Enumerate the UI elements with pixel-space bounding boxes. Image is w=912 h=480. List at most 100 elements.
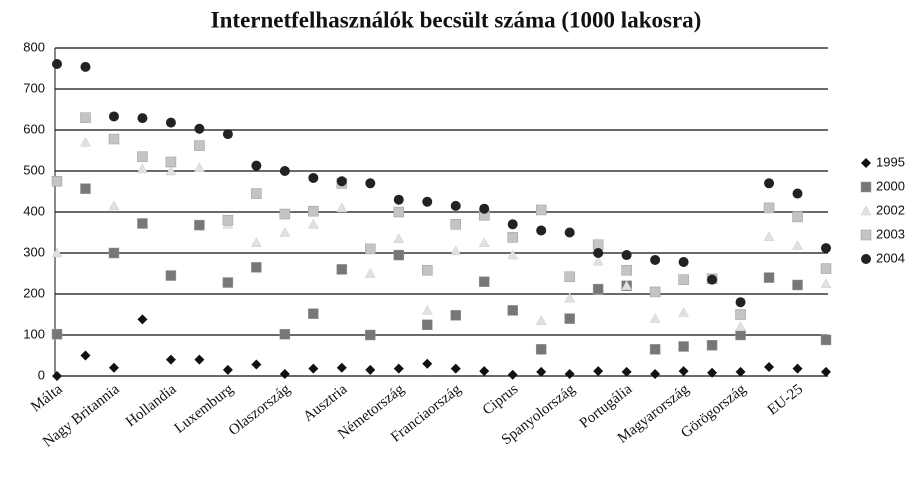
- data-point: [194, 219, 205, 231]
- data-point: [250, 237, 262, 247]
- data-point: [650, 368, 661, 379]
- data-point: [137, 218, 148, 229]
- data-point: [821, 366, 831, 377]
- data-point: [820, 263, 832, 274]
- data-point: [792, 279, 803, 291]
- data-point: [108, 247, 120, 259]
- data-point: [80, 183, 91, 194]
- data-point: [507, 232, 518, 243]
- data-point: [308, 172, 319, 183]
- data-point: [194, 354, 205, 365]
- data-point: [535, 344, 547, 355]
- data-point: [621, 280, 633, 291]
- data-point: [735, 309, 746, 320]
- data-point: [137, 151, 148, 162]
- data-point: [564, 292, 576, 303]
- y-tick-label: 800: [23, 39, 45, 54]
- data-point: [193, 162, 205, 172]
- data-point: [51, 176, 63, 187]
- data-point: [364, 267, 376, 278]
- y-tick-label: 300: [23, 244, 45, 259]
- data-point: [165, 354, 176, 365]
- y-tick-label: 100: [23, 326, 45, 341]
- data-point: [649, 313, 661, 323]
- data-point: [165, 270, 177, 281]
- y-tick-label: 0: [38, 367, 45, 382]
- data-point: [251, 188, 262, 199]
- data-point: [706, 340, 718, 351]
- data-point: [450, 200, 461, 211]
- legend-label: 2000: [876, 178, 905, 193]
- legend-marker: [861, 254, 871, 264]
- data-point: [279, 226, 291, 237]
- data-point: [108, 133, 120, 145]
- data-point: [820, 278, 832, 288]
- data-point: [792, 363, 803, 374]
- data-point: [707, 367, 718, 378]
- data-point: [51, 328, 63, 340]
- data-point: [308, 205, 319, 217]
- x-tick-label: Ciprus: [480, 381, 522, 418]
- data-point: [763, 202, 775, 214]
- data-point: [621, 264, 632, 276]
- data-point: [52, 371, 62, 381]
- y-tick-label: 400: [23, 203, 45, 218]
- data-point: [507, 219, 518, 230]
- data-point: [422, 358, 433, 369]
- data-point: [251, 262, 262, 273]
- y-tick-label: 500: [23, 162, 45, 177]
- data-point: [279, 328, 291, 340]
- data-point: [478, 276, 490, 287]
- data-point: [592, 255, 604, 266]
- data-point: [137, 113, 148, 124]
- data-point: [649, 344, 661, 355]
- data-point: [820, 334, 832, 346]
- data-point: [621, 250, 632, 261]
- data-point: [507, 249, 519, 260]
- data-point: [735, 329, 746, 341]
- data-point: [678, 257, 689, 268]
- legend-marker: [860, 229, 872, 241]
- data-point: [422, 264, 433, 276]
- data-point: [735, 321, 746, 332]
- data-point: [137, 314, 148, 325]
- y-tick-label: 700: [23, 80, 45, 95]
- data-point: [422, 196, 433, 207]
- data-point: [763, 231, 775, 241]
- data-point: [764, 361, 775, 372]
- data-point: [222, 364, 233, 375]
- data-point: [450, 219, 461, 230]
- data-point: [536, 225, 547, 236]
- data-point: [108, 362, 119, 373]
- data-point: [535, 315, 547, 325]
- data-point: [165, 117, 176, 128]
- data-point: [450, 245, 462, 256]
- data-point: [279, 368, 290, 379]
- data-point: [479, 203, 490, 214]
- data-point: [308, 308, 319, 319]
- data-point: [478, 237, 490, 247]
- data-point: [52, 58, 62, 69]
- data-point: [564, 271, 575, 283]
- data-point: [165, 156, 177, 168]
- y-tick-label: 200: [23, 285, 45, 300]
- data-point: [735, 297, 746, 308]
- data-point: [536, 366, 547, 377]
- data-point: [421, 304, 433, 315]
- data-point: [365, 364, 376, 375]
- data-point: [393, 249, 405, 261]
- data-point: [80, 136, 91, 147]
- data-point: [336, 176, 347, 187]
- data-point: [678, 274, 689, 285]
- data-point: [564, 368, 575, 379]
- data-point: [678, 306, 690, 317]
- data-point: [365, 243, 376, 255]
- x-tick-label: Hollandia: [123, 381, 180, 430]
- data-point: [279, 166, 290, 176]
- chart-title: Internetfelhasználók becsült száma (1000…: [211, 7, 702, 32]
- data-point: [336, 362, 347, 373]
- data-point: [735, 366, 746, 377]
- legend-marker: [860, 181, 872, 193]
- data-point: [792, 188, 803, 199]
